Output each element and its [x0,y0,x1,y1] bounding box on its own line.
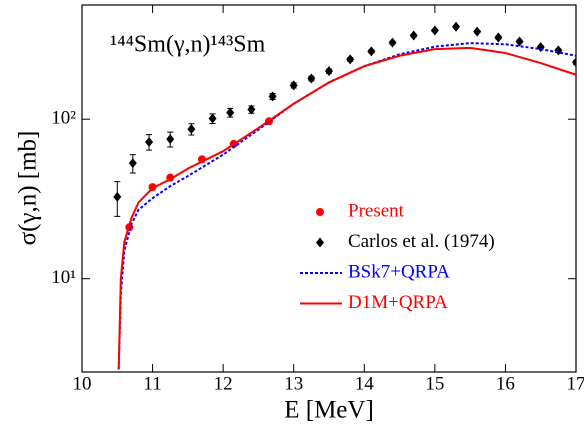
diamond-marker [316,237,324,248]
plot-frame [81,4,577,373]
legend-label: D1M+QRPA [348,292,448,313]
annotation: ¹⁴⁴Sm(γ,n)¹⁴³Sm [110,32,266,58]
diamond-marker [346,54,355,65]
y-axis-label: σ(γ,n) [mb] [15,131,42,246]
series-line [117,46,576,370]
diamond-marker [128,158,137,169]
diamond-marker [430,25,439,36]
diamond-marker [572,57,576,68]
x-tick-label: 17 [567,373,584,394]
diamond-marker [247,104,256,115]
legend-label: Carlos et al. (1974) [348,231,495,252]
series-line [117,42,576,370]
x-axis-label: E [MeV] [284,397,374,424]
diamond-marker [452,21,461,32]
diamond-marker [307,73,316,84]
diamond-marker [145,136,154,147]
y-tick-label: 10² [51,108,76,129]
diamond-marker [536,42,545,53]
x-tick-label: 12 [214,373,233,394]
x-tick-label: 11 [143,373,161,394]
x-tick-label: 10 [73,373,92,394]
plot-area [113,21,576,370]
diamond-marker [515,36,524,47]
diamond-marker [166,134,175,145]
diamond-marker [325,66,333,77]
y-tick-label: 10¹ [51,267,76,288]
diamond-marker [367,46,376,57]
diamond-marker [226,107,235,118]
diamond-marker [409,30,418,41]
x-tick-label: 13 [284,373,303,394]
x-tick-label: 16 [496,373,515,394]
diamond-marker [113,191,122,202]
diamond-marker [473,26,482,37]
diamond-marker [388,37,397,48]
x-tick-label: 15 [425,373,444,394]
diamond-marker [494,32,503,43]
diamond-marker [187,124,196,135]
legend-label: BSk7+QRPA [348,261,450,282]
circle-marker [316,208,324,216]
legend-label: Present [348,200,405,221]
diamond-marker [289,80,298,91]
diamond-marker [268,91,277,102]
diamond-marker [208,113,217,124]
x-tick-label: 14 [355,373,375,394]
